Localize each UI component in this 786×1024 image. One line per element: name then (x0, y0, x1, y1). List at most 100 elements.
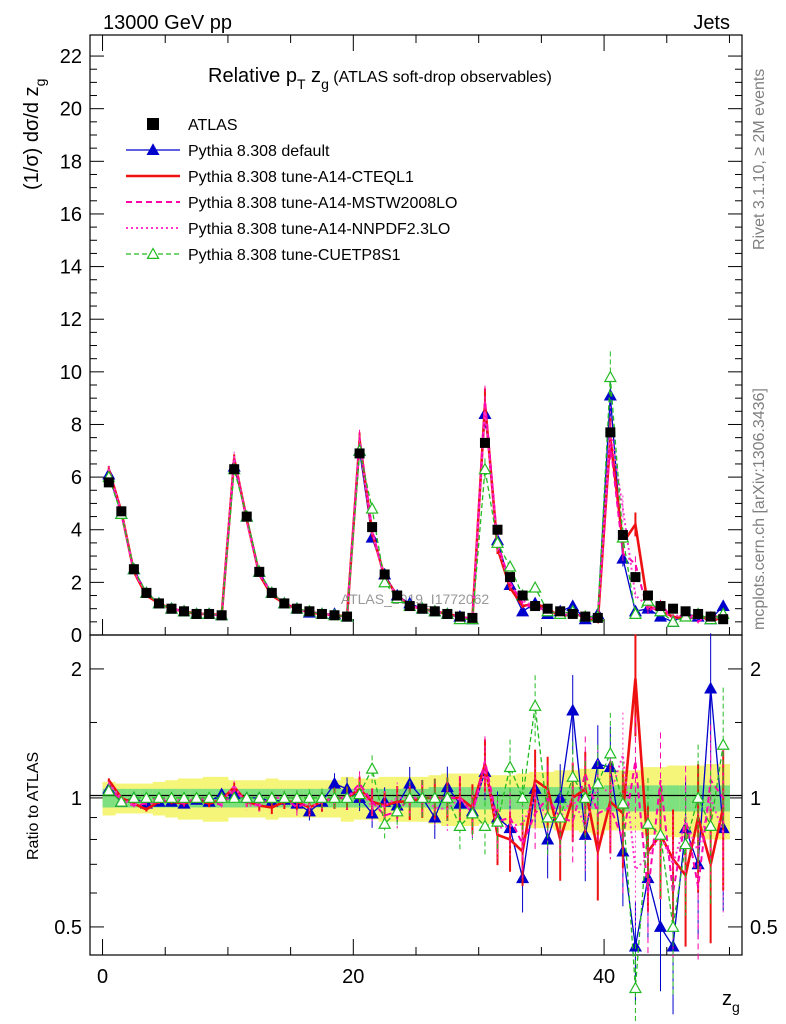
series-marker (490, 814, 505, 827)
atlas-point (254, 566, 265, 577)
atlas-point (542, 603, 553, 614)
series-marker (566, 770, 580, 782)
series-marker (691, 791, 705, 803)
ratio-y-ticks: 0.5 0.5 1 1 2 2 (54, 659, 778, 939)
rivet-label: Rivet 3.1.10, ≥ 2M events (751, 69, 768, 250)
xtick-label: 20 (342, 966, 364, 988)
header-left: 13000 GeV pp (103, 12, 232, 34)
series-line (107, 678, 725, 879)
series-marker (152, 791, 166, 803)
series-marker (252, 791, 266, 803)
atlas-point (116, 506, 127, 517)
series-marker (190, 791, 204, 803)
series-marker (290, 791, 304, 803)
series-marker (603, 370, 617, 383)
atlas-point (367, 522, 378, 533)
xtick-label: 40 (593, 966, 615, 988)
atlas-point (216, 610, 227, 621)
legend-item: Pythia 8.308 tune-A14-NNPDF2.3LO (126, 221, 450, 238)
ratio-ytick-label-right: 2 (750, 659, 761, 681)
ylabel-main-sub: g (32, 79, 48, 87)
atlas-point (241, 511, 252, 522)
y-axis-label-main: (1/σ) dσ/d zg (21, 79, 48, 190)
series-pythia-8-308-tune-cuetp8s1 (102, 675, 730, 1022)
legend-item: Pythia 8.308 tune-A14-MSTW2008LO (126, 195, 457, 212)
atlas-point (103, 477, 114, 488)
series-marker (628, 981, 642, 994)
series-marker (378, 575, 392, 588)
atlas-point (342, 611, 353, 622)
atlas-point (166, 603, 177, 614)
series-marker (102, 783, 116, 796)
atlas-point (517, 590, 528, 601)
series-line (107, 403, 724, 624)
ratio-ytick-label-right: 1 (750, 788, 761, 810)
legend-label: Pythia 8.308 tune-A14-NNPDF2.3LO (188, 221, 450, 238)
series-marker (114, 794, 128, 807)
series-marker (340, 791, 354, 803)
atlas-point (404, 601, 415, 612)
series-marker (516, 791, 530, 803)
title-tail: (ATLAS soft-drop observables) (329, 69, 552, 86)
atlas-point (530, 601, 541, 612)
ratio-ytick-label-right: 0.5 (750, 917, 778, 939)
atlas-point (392, 590, 403, 601)
atlas-point (668, 603, 679, 614)
series-marker (365, 501, 379, 514)
series-marker (302, 791, 316, 803)
series-pythia-8-308-tune-cuetp8s1 (102, 351, 730, 627)
atlas-point (191, 608, 202, 619)
xlabel-sub: g (732, 999, 740, 1015)
series-marker (541, 810, 555, 823)
series-marker (503, 760, 517, 773)
main-ytick-label: 4 (71, 520, 82, 542)
legend-label: Pythia 8.308 tune-A14-CTEQL1 (188, 169, 414, 186)
main-ytick-label: 2 (71, 572, 82, 594)
series-marker (566, 703, 580, 716)
series-marker (453, 819, 467, 831)
atlas-point (580, 611, 591, 622)
main-ytick-label: 18 (60, 151, 82, 173)
legend-label: Pythia 8.308 default (188, 143, 330, 160)
series-marker (603, 746, 617, 759)
series-marker (490, 536, 505, 548)
main-ytick-label: 6 (71, 467, 82, 489)
atlas-point (266, 587, 277, 598)
main-series-group (102, 351, 730, 627)
atlas-point (128, 564, 139, 575)
series-marker (704, 819, 718, 831)
series-marker (378, 817, 392, 829)
title-mid: z (306, 65, 322, 87)
atlas-point (555, 606, 566, 617)
series-marker (146, 247, 160, 259)
series-pythia-8-308-tune-a14-nnpdf2-3lo (107, 396, 724, 624)
atlas-point (617, 530, 628, 540)
atlas-point (316, 608, 327, 619)
x-axis-label: zg (722, 988, 740, 1015)
series-line (107, 400, 724, 623)
atlas-point (379, 569, 390, 580)
series-marker (403, 791, 417, 803)
atlas-point (304, 606, 315, 617)
series-pythia-8-308-tune-a14-mstw2008lo (108, 716, 725, 962)
series-line (108, 395, 724, 623)
header-right: Jets (693, 12, 730, 34)
atlas-point (291, 603, 302, 614)
atlas-point (442, 608, 453, 619)
main-ytick-label: 20 (60, 99, 82, 121)
atlas-point (229, 464, 240, 475)
atlas-point (429, 606, 440, 617)
atlas-point (354, 448, 365, 459)
series-marker (440, 791, 454, 803)
legend-label: Pythia 8.308 tune-CUETP8S1 (188, 247, 401, 264)
main-ytick-label: 16 (60, 204, 82, 226)
series-marker (265, 791, 279, 803)
atlas-point (153, 598, 164, 609)
series-marker (478, 819, 492, 831)
main-ytick-label: 8 (71, 414, 82, 436)
series-marker (528, 580, 542, 593)
y-axis-label-ratio: Ratio to ATLAS (25, 752, 42, 860)
title-main: Relative p (208, 65, 297, 87)
watermark: ATLAS_2019_I1772062 (341, 591, 490, 607)
